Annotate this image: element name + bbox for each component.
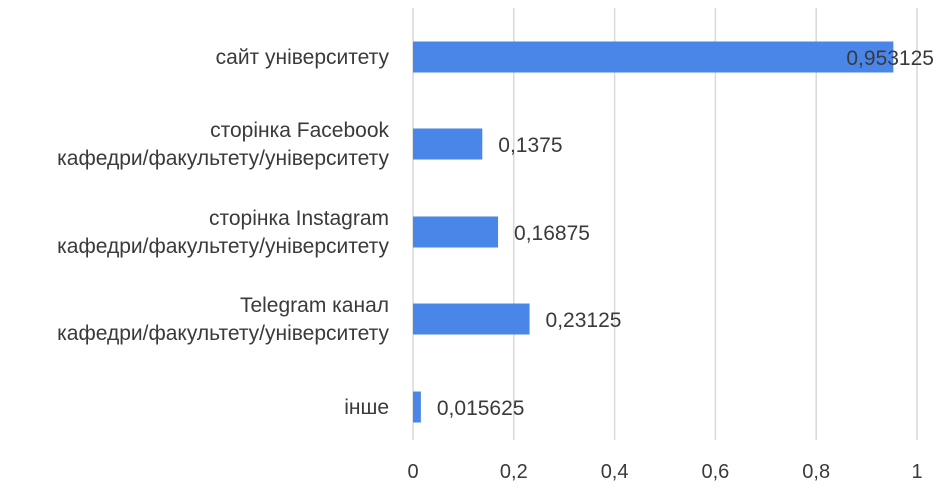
x-tick-label: 0,6 [701,461,729,483]
grid [412,8,918,440]
data-label: 0,953125 [846,47,934,70]
category-label: сайт університету [216,46,390,69]
x-tick-label: 0 [407,461,418,483]
category-label: сторінка Facebook [210,119,389,142]
category-labels: сайт університету сторінка Facebook кафедр… [57,46,389,419]
x-tick-label: 0,8 [802,461,830,483]
category-label: інше [344,396,389,419]
bar [413,128,483,160]
category-label: кафедри/факультету/університету [57,322,389,345]
bar [413,216,499,248]
data-label: 0,23125 [546,309,622,332]
bar [413,41,894,73]
category-label: кафедри/факультету/університету [57,147,389,170]
x-tick-label: 1 [911,461,922,483]
x-axis-ticks: 0 0,2 0,4 0,6 0,8 1 [407,461,922,483]
bar [413,391,421,423]
x-tick-label: 0,4 [601,461,629,483]
category-label: сторінка Instagram [209,207,389,230]
category-label: Telegram канал [240,294,389,317]
data-label: 0,16875 [514,222,590,245]
bar [413,303,530,335]
data-label: 0,1375 [498,134,562,157]
data-label: 0,015625 [437,397,525,420]
value-labels: 0,953125 0,1375 0,16875 0,23125 0,015625 [437,47,934,420]
bars [413,41,894,423]
category-label: кафедри/факультету/університету [57,235,389,258]
x-tick-label: 0,2 [500,461,528,483]
